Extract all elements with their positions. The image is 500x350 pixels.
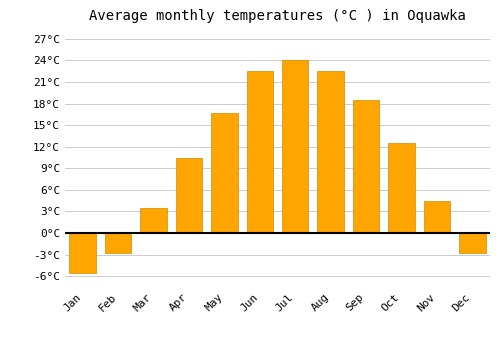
Bar [459, 233, 485, 253]
Bar [353, 100, 380, 233]
Bar [176, 158, 202, 233]
Bar [318, 71, 344, 233]
Bar [70, 233, 96, 273]
Bar [246, 71, 273, 233]
Bar [140, 208, 167, 233]
Bar [388, 143, 414, 233]
Bar [282, 60, 308, 233]
Title: Average monthly temperatures (°C ) in Oquawka: Average monthly temperatures (°C ) in Oq… [89, 9, 466, 23]
Bar [105, 233, 132, 253]
Bar [211, 113, 238, 233]
Bar [424, 201, 450, 233]
